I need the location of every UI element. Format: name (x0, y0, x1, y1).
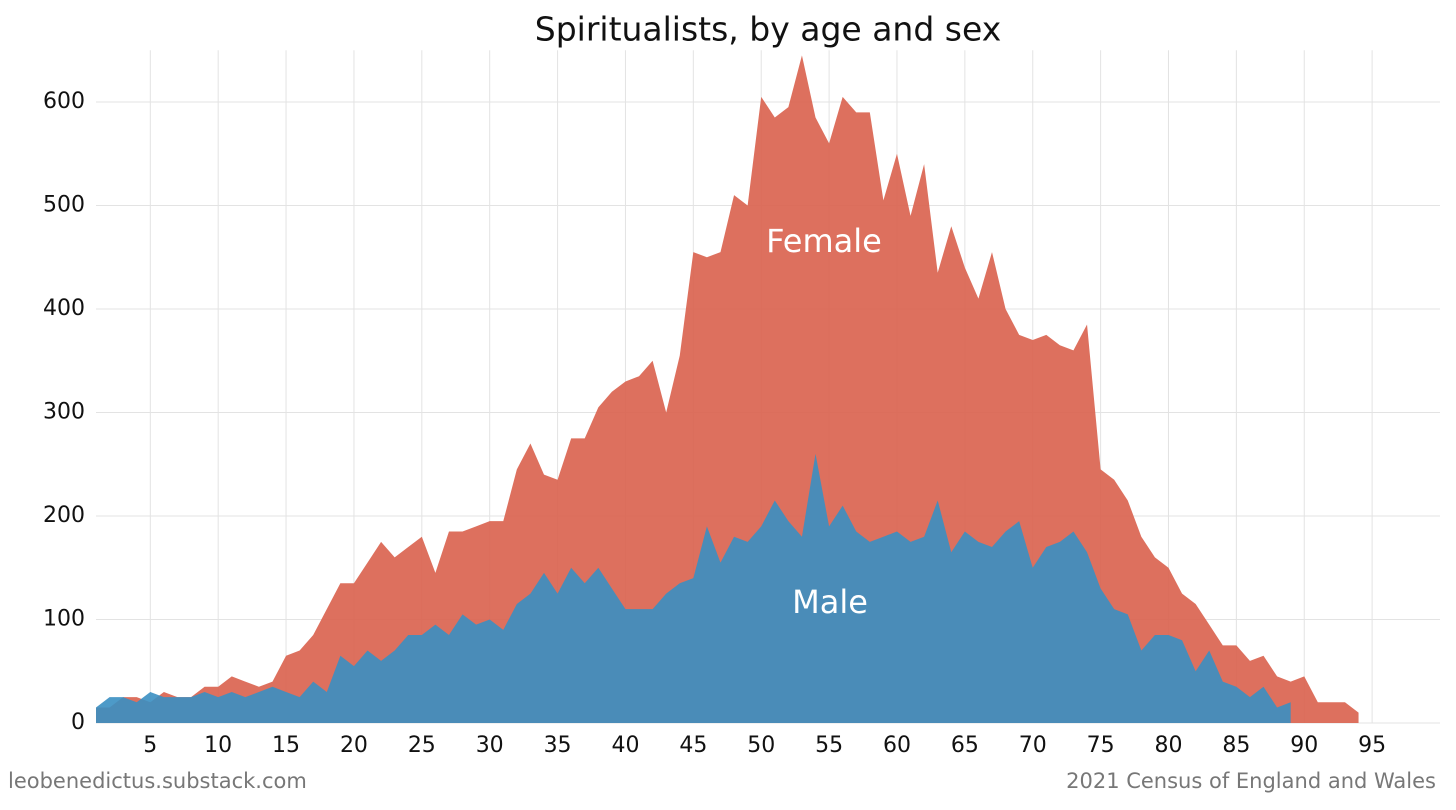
x-tick-label: 65 (951, 733, 979, 758)
y-tick-label: 500 (43, 193, 85, 218)
credit: leobenedictus.substack.com (8, 769, 307, 793)
x-tick-label: 80 (1154, 733, 1182, 758)
x-tick-label: 15 (272, 733, 300, 758)
x-tick-label: 25 (408, 733, 436, 758)
x-tick-label: 10 (204, 733, 232, 758)
y-tick-label: 600 (43, 89, 85, 114)
y-tick-label: 0 (71, 710, 85, 735)
x-tick-label: 20 (340, 733, 368, 758)
x-tick-label: 75 (1087, 733, 1115, 758)
x-tick-label: 70 (1019, 733, 1047, 758)
series-label: Male (792, 583, 868, 621)
x-tick-label: 60 (883, 733, 911, 758)
x-tick-label: 50 (747, 733, 775, 758)
y-tick-label: 200 (43, 503, 85, 528)
x-tick-label: 95 (1358, 733, 1386, 758)
y-tick-label: 100 (43, 607, 85, 632)
x-tick-label: 30 (476, 733, 504, 758)
x-tick-label: 85 (1222, 733, 1250, 758)
series-label: Female (766, 222, 882, 260)
y-tick-label: 400 (43, 296, 85, 321)
x-tick-label: 45 (679, 733, 707, 758)
x-tick-label: 90 (1290, 733, 1318, 758)
x-tick-label: 5 (143, 733, 157, 758)
x-tick-label: 40 (611, 733, 639, 758)
x-tick-label: 55 (815, 733, 843, 758)
x-tick-label: 35 (544, 733, 572, 758)
area (96, 453, 1291, 723)
chart-title: Spiritualists, by age and sex (535, 10, 1001, 49)
y-tick-label: 300 (43, 400, 85, 425)
source: 2021 Census of England and Wales (1066, 769, 1436, 793)
